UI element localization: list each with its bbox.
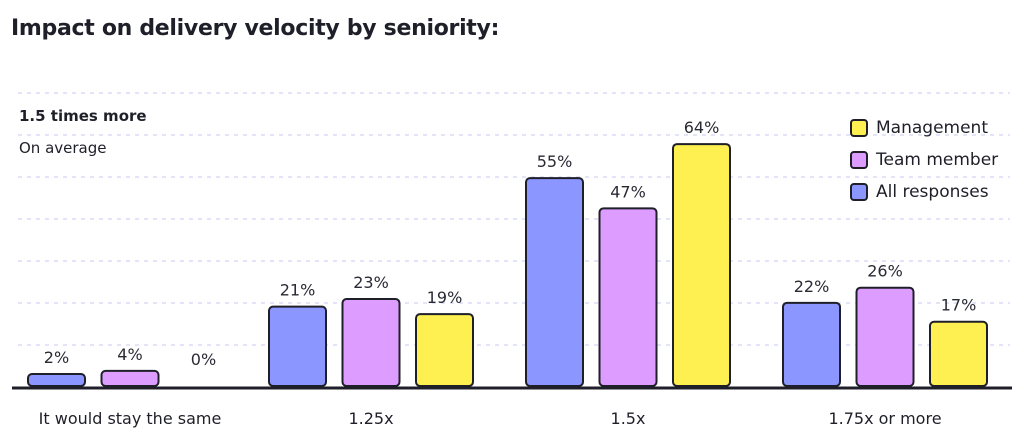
legend-label: Management — [876, 118, 988, 138]
bar — [27, 373, 86, 387]
bar — [929, 320, 988, 387]
x-tick-label: 1.75x or more — [828, 409, 941, 428]
annotation-subtitle: On average — [19, 139, 107, 157]
data-label: 0% — [191, 350, 216, 369]
legend-label: Team member — [876, 150, 999, 170]
legend-item: Management — [850, 112, 998, 144]
bar — [598, 207, 658, 387]
legend-swatch — [850, 151, 868, 169]
legend-swatch — [850, 119, 868, 137]
data-label: 23% — [353, 273, 389, 292]
data-label: 22% — [794, 277, 830, 296]
bar — [782, 301, 841, 387]
x-tick-label: 1.5x — [611, 409, 646, 428]
bar — [341, 298, 401, 387]
data-label: 64% — [684, 118, 720, 137]
data-label: 2% — [44, 348, 69, 367]
bar — [100, 369, 160, 388]
data-label: 21% — [280, 281, 316, 300]
legend-item: All responses — [850, 176, 998, 208]
legend-item: Team member — [850, 144, 998, 176]
data-label: 47% — [610, 182, 646, 201]
x-tick-label: It would stay the same — [39, 409, 222, 428]
bar — [855, 286, 915, 387]
bar — [415, 313, 474, 387]
bar — [672, 143, 731, 387]
bar — [525, 177, 584, 387]
data-label: 19% — [427, 288, 463, 307]
annotation-title: 1.5 times more — [19, 107, 147, 125]
data-label: 4% — [117, 345, 142, 364]
data-label: 17% — [941, 296, 977, 315]
legend: Management Team member All responses — [850, 112, 998, 208]
legend-swatch — [850, 183, 868, 201]
legend-label: All responses — [876, 182, 989, 202]
x-tick-label: 1.25x — [348, 409, 393, 428]
bar — [268, 305, 327, 387]
data-label: 55% — [537, 152, 573, 171]
chart-title: Impact on delivery velocity by seniority… — [11, 16, 500, 41]
data-label: 26% — [867, 262, 903, 281]
